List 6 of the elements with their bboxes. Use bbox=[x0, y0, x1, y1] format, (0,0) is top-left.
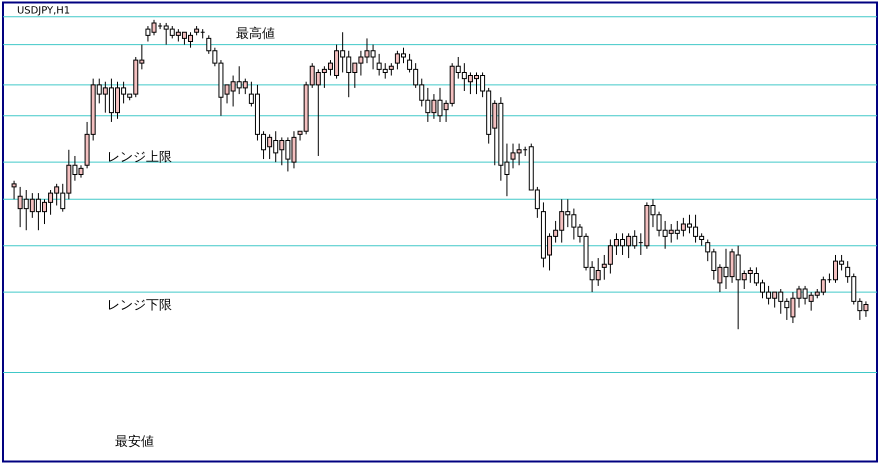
annotation: レンジ下限 bbox=[107, 298, 172, 313]
text: 最安値 bbox=[115, 434, 154, 450]
chart-title: USDJPY,H1 bbox=[16, 5, 70, 16]
annotation: レンジ上限 bbox=[107, 150, 172, 166]
candlestick bbox=[12, 180, 17, 200]
annotation: 最高値 bbox=[236, 25, 275, 42]
